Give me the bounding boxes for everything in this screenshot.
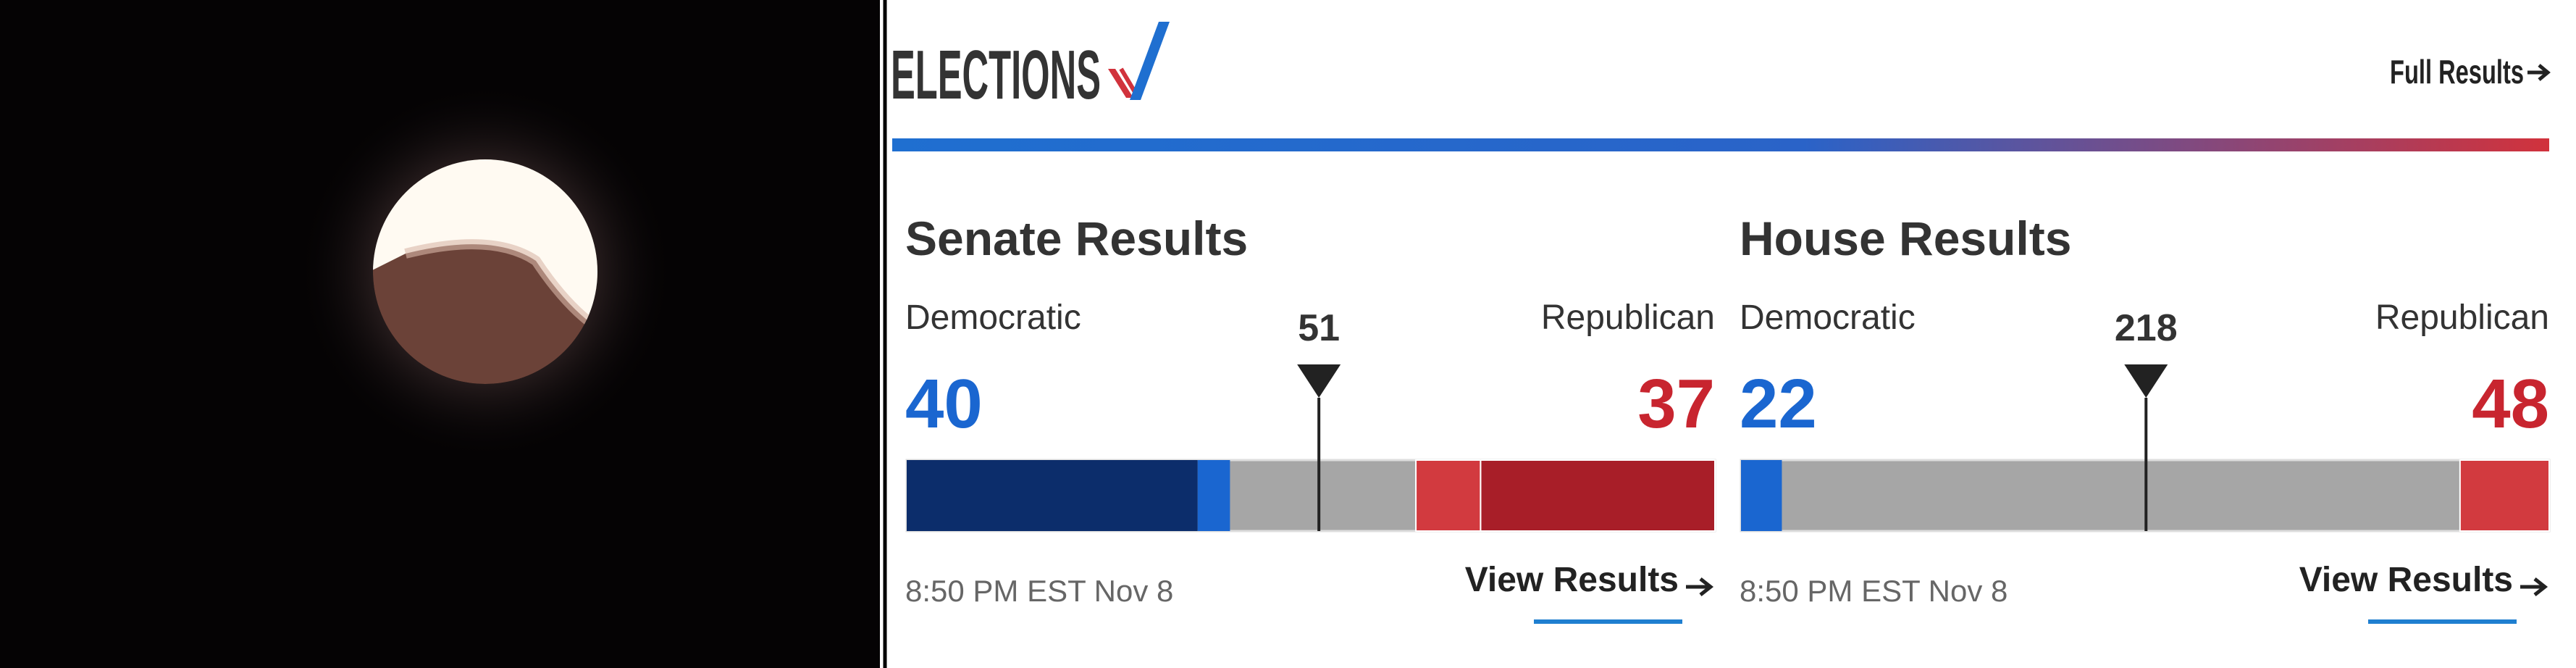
logo-check [1108, 22, 1170, 100]
left-party-label: Democratic [905, 298, 1081, 337]
race-title: House Results [1740, 212, 2071, 265]
left-party-label: Democratic [1740, 298, 1916, 337]
arrow-icon [2527, 64, 2551, 81]
left-segment [1197, 460, 1230, 531]
logo-title: ELECTIONS [891, 36, 1101, 114]
right-segment [1415, 459, 1482, 532]
threshold-label: 218 [2115, 307, 2178, 349]
widget [880, 0, 2576, 668]
timestamp: 8:50 PM EST Nov 8 [1740, 574, 2007, 608]
arrow-icon [1686, 577, 1714, 596]
view-results-link[interactable]: View Results [1465, 561, 1679, 599]
arrow-icon [2520, 577, 2548, 596]
threshold-marker [2124, 364, 2168, 398]
right-segment [2459, 459, 2551, 532]
left-total: 40 [905, 365, 983, 443]
race-title: Senate Results [905, 212, 1248, 265]
left-segment [907, 460, 1198, 531]
right-party-label: Republican [2375, 298, 2549, 337]
moon [373, 159, 597, 384]
right-total: 37 [1637, 365, 1715, 443]
threshold-label: 51 [1298, 307, 1340, 349]
right-party-label: Republican [1541, 298, 1715, 337]
right-segment [1480, 459, 1716, 532]
full-results-link[interactable]: Full Results [2390, 53, 2524, 91]
left-segment [1741, 460, 1782, 531]
timestamp: 8:50 PM EST Nov 8 [905, 574, 1173, 608]
left-total: 22 [1740, 365, 1817, 443]
right-total: 48 [2472, 365, 2549, 443]
view-results-link[interactable]: View Results [2299, 561, 2513, 599]
header-rule [892, 138, 2549, 151]
threshold-marker [1297, 364, 1341, 398]
